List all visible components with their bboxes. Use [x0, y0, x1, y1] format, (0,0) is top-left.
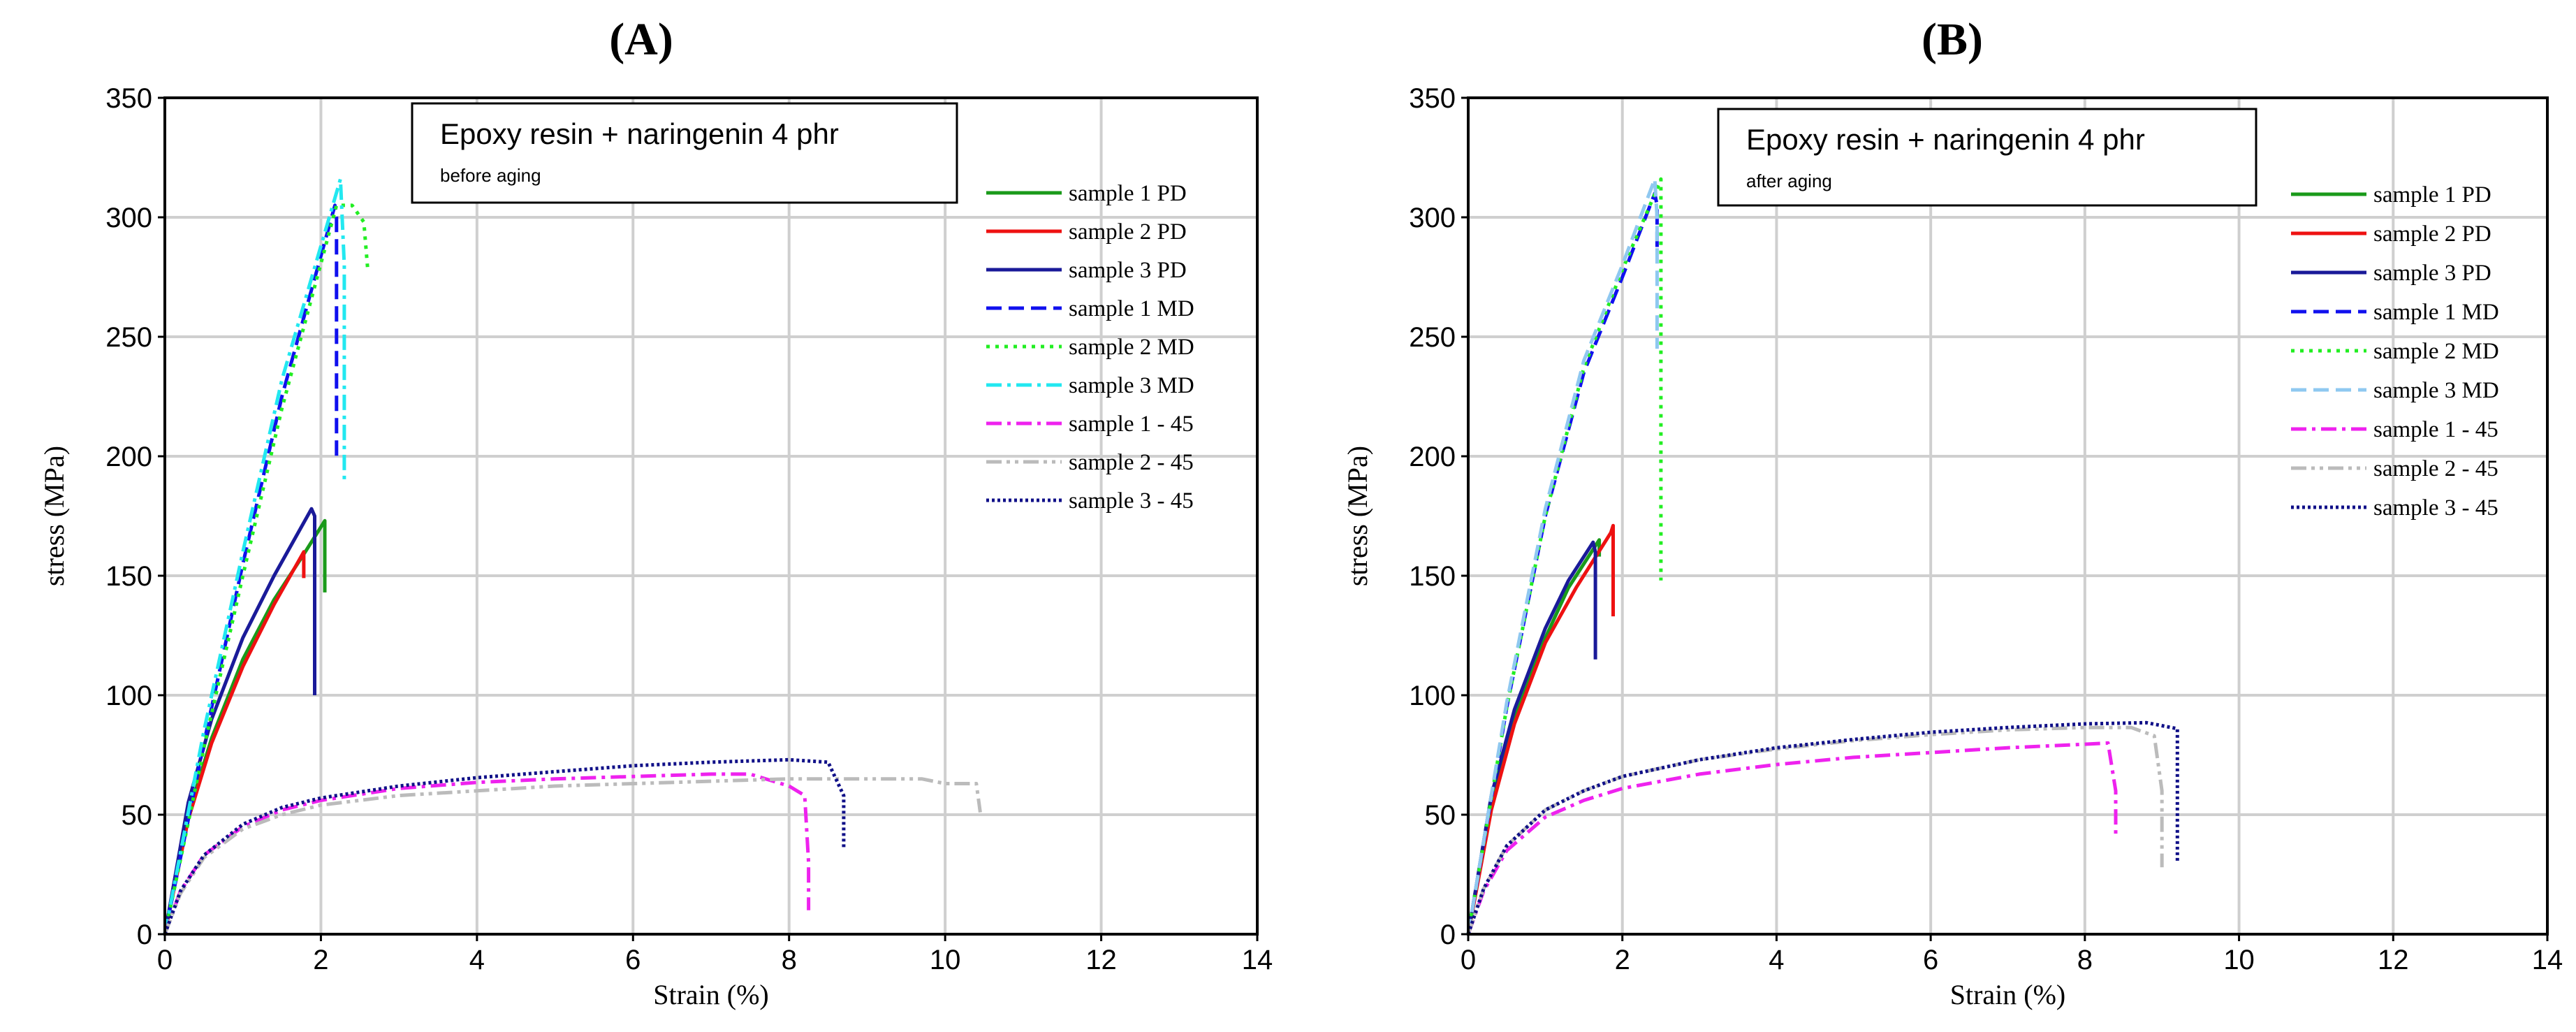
x-tick-label: 4 — [1769, 945, 1784, 975]
legend-entry: sample 2 PD — [1069, 219, 1187, 245]
series-line-7 — [1466, 741, 2118, 935]
series-line-8 — [163, 777, 982, 935]
y-tick-label: 50 — [1425, 800, 1456, 831]
chart-title: Epoxy resin + naringenin 4 phr — [1746, 123, 2145, 156]
x-tick-label: 12 — [1085, 945, 1117, 975]
panel-label: (B) — [1922, 14, 1983, 65]
y-tick-label: 200 — [1409, 442, 1456, 472]
legend-entry: sample 2 - 45 — [2373, 456, 2498, 481]
series-line-4 — [163, 203, 339, 935]
legend-entry: sample 3 - 45 — [1069, 488, 1194, 514]
legend-entry: sample 1 MD — [1069, 296, 1194, 321]
x-axis-label: Strain (%) — [653, 979, 769, 1010]
legend-entry: sample 2 MD — [2373, 339, 2499, 364]
legend-entry: sample 3 PD — [2373, 261, 2491, 286]
legend-entry: sample 2 PD — [2373, 221, 2491, 247]
legend-entry: sample 1 PD — [2373, 182, 2491, 208]
y-axis-label: stress (MPa) — [1342, 446, 1373, 586]
x-tick-label: 12 — [2378, 945, 2409, 975]
y-tick-label: 100 — [105, 681, 152, 711]
y-tick-label: 300 — [105, 203, 152, 233]
chart-title: Epoxy resin + naringenin 4 phr — [440, 117, 839, 150]
x-tick-label: 10 — [930, 945, 961, 975]
x-tick-label: 8 — [782, 945, 797, 975]
x-tick-label: 8 — [2077, 945, 2093, 975]
plot-frame — [163, 96, 1259, 936]
y-tick-label: 150 — [105, 561, 152, 592]
x-tick-label: 4 — [469, 945, 485, 975]
chart-subtitle: after aging — [1746, 170, 1832, 191]
y-tick-label: 350 — [1409, 83, 1456, 114]
x-tick-label: 0 — [157, 945, 173, 975]
series-line-6 — [1466, 177, 1659, 935]
chart-subtitle: before aging — [440, 165, 541, 186]
x-tick-label: 2 — [313, 945, 328, 975]
legend-entry: sample 3 MD — [2373, 378, 2499, 403]
series-line-5 — [163, 203, 369, 935]
x-tick-label: 14 — [1242, 945, 1273, 975]
series-line-5 — [1466, 177, 1663, 935]
x-tick-label: 10 — [2223, 945, 2255, 975]
y-tick-label: 200 — [105, 442, 152, 472]
legend-entry: sample 1 - 45 — [2373, 417, 2498, 442]
series-line-9 — [163, 757, 846, 935]
x-axis-label: Strain (%) — [1950, 979, 2066, 1010]
series-line-3 — [163, 507, 316, 935]
y-tick-label: 0 — [1440, 920, 1456, 950]
x-tick-label: 6 — [1923, 945, 1938, 975]
y-tick-label: 250 — [1409, 322, 1456, 353]
legend-entry: sample 3 PD — [1069, 258, 1187, 283]
chart-panel-b: (B) 0 2 4 6 8 10 12 14 0 50 100 150 200 250 300 350 Strai… — [1342, 14, 2563, 1010]
y-tick-label: 0 — [137, 920, 152, 950]
series-line-2 — [1466, 523, 1615, 935]
legend-entry: sample 1 PD — [1069, 181, 1187, 206]
chart-panel-a: (A) 0 2 4 6 8 10 12 14 0 50 100 150 200 250 300 350 Strai… — [38, 14, 1273, 1010]
y-axis-label: stress (MPa) — [38, 446, 70, 586]
plot-area — [1468, 98, 2547, 934]
y-tick-label: 350 — [105, 83, 152, 114]
legend-entry: sample 1 - 45 — [1069, 412, 1194, 437]
series-line-9 — [1466, 720, 2179, 935]
plot-frame — [1467, 96, 2549, 936]
x-tick-label: 14 — [2532, 945, 2563, 975]
legend-entry: sample 2 MD — [1069, 335, 1194, 360]
y-tick-label: 150 — [1409, 561, 1456, 592]
x-tick-label: 6 — [625, 945, 641, 975]
panel-label: (A) — [609, 14, 673, 65]
legend-entry: sample 1 MD — [2373, 300, 2499, 325]
title-box — [411, 102, 958, 204]
legend-entry: sample 3 MD — [1069, 373, 1194, 398]
title-box — [1717, 108, 2257, 207]
y-tick-label: 300 — [1409, 203, 1456, 233]
x-tick-label: 0 — [1461, 945, 1476, 975]
x-tick-label: 2 — [1615, 945, 1630, 975]
legend-entry: sample 3 - 45 — [2373, 495, 2498, 521]
y-tick-label: 50 — [122, 800, 153, 831]
y-tick-label: 100 — [1409, 681, 1456, 711]
y-tick-label: 250 — [105, 322, 152, 353]
legend-entry: sample 2 - 45 — [1069, 450, 1194, 475]
